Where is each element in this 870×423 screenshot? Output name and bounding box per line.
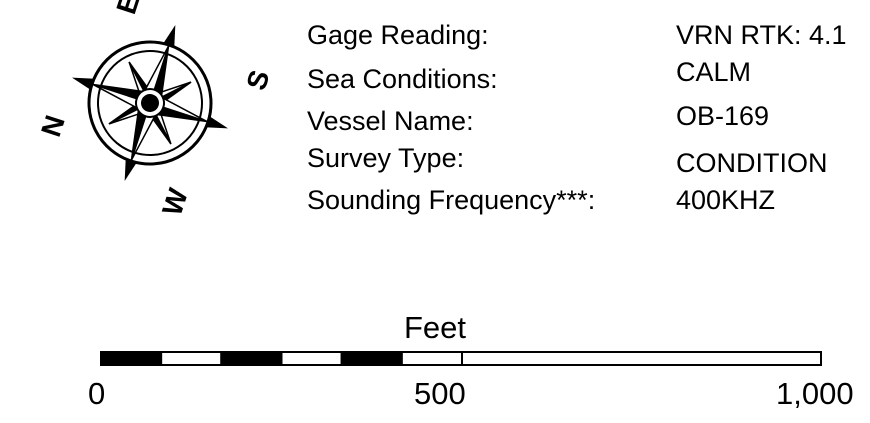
info-label: Vessel Name: (307, 106, 474, 136)
scale-bar-segment (461, 351, 822, 366)
compass-north-label: N (35, 112, 71, 141)
info-value: OB-169 (676, 101, 770, 131)
scale-bar-segment (220, 351, 283, 366)
scale-bar-title: Feet (403, 310, 467, 345)
info-value: CALM (676, 57, 752, 87)
scale-bar-segment (280, 351, 343, 366)
compass-west-label: W (156, 184, 194, 219)
scale-bar-graphic (100, 351, 822, 366)
scale-tick-label-1000: 1,000 (776, 376, 854, 411)
scale-bar-segment (400, 351, 464, 366)
info-value: VRN RTK: 4.1 (676, 20, 847, 50)
scale-tick-label-500: 500 (414, 376, 466, 411)
scale-bar: Feet 0 500 1,000 (0, 300, 870, 423)
survey-info-table: Gage Reading: VRN RTK: 4.1 Sea Condition… (307, 0, 870, 230)
scale-bar-segment (160, 351, 223, 366)
compass-south-label: S (240, 66, 275, 93)
compass-east-label: E (110, 0, 145, 18)
info-value: 400KHZ (676, 185, 776, 215)
scale-bar-segment (100, 351, 163, 366)
info-label: Gage Reading: (307, 20, 489, 50)
compass-rose-icon: N E S W (35, 0, 275, 219)
scale-tick-label-0: 0 (88, 376, 106, 411)
info-label: Survey Type: (307, 143, 465, 173)
scale-bar-segment (340, 351, 403, 366)
info-label: Sea Conditions: (307, 64, 498, 94)
info-value: CONDITION (676, 148, 828, 178)
info-label: Sounding Frequency***: (307, 185, 596, 215)
north-arrow-compass: N E S W (0, 0, 300, 230)
